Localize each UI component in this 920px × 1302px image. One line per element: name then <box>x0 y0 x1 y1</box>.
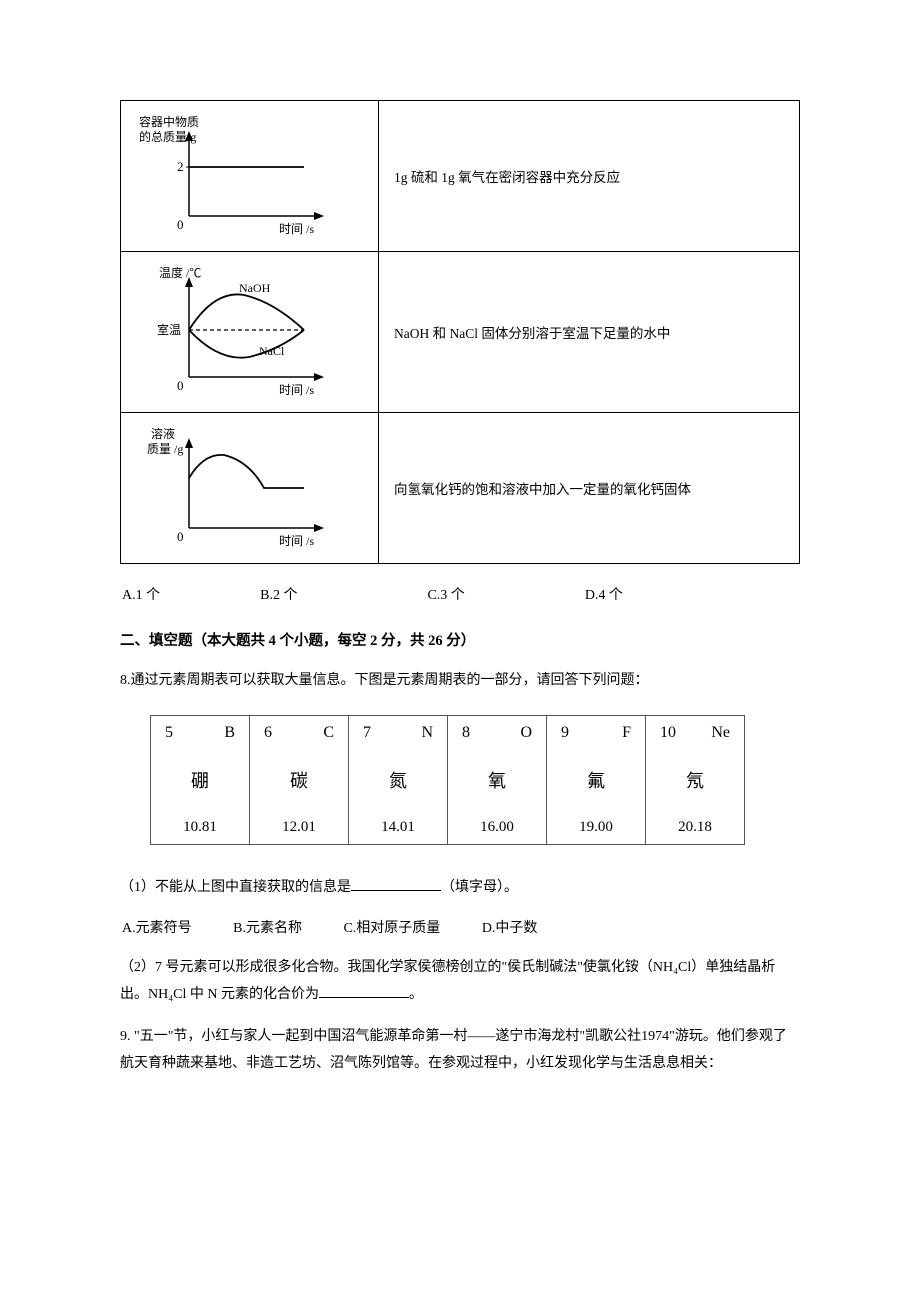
choice-c: C.相对原子质量 <box>343 917 440 937</box>
atomic-mass: 12.01 <box>282 819 316 836</box>
periodic-table-fragment: 5 B 硼 10.81 6 C 碳 12.01 7 N 氮 14.01 8 O 氧 16… <box>150 715 800 845</box>
atomic-number: 7 <box>363 724 371 742</box>
atomic-mass: 10.81 <box>183 819 217 836</box>
desc-cell-2: NaOH 和 NaCl 固体分别溶于室温下足量的水中 <box>379 252 800 413</box>
naoh-label: NaOH <box>239 281 271 295</box>
element-name: 硼 <box>191 767 209 793</box>
desc-cell-1: 1g 硫和 1g 氧气在密闭容器中充分反应 <box>379 101 800 252</box>
element-card: 7 N 氮 14.01 <box>348 715 448 845</box>
option-d: D.4 个 <box>585 584 623 604</box>
desc-text: 1g 硫和 1g 氧气在密闭容器中充分反应 <box>394 170 620 185</box>
atomic-mass: 19.00 <box>579 819 613 836</box>
ylabel: 温度 /℃ <box>159 265 201 280</box>
atomic-number: 8 <box>462 724 470 742</box>
graph-cell-1: 容器中物质 的总质量/g 2 0 时间 /s <box>121 101 379 252</box>
ylabel-1: 容器中物质 <box>139 114 199 129</box>
table-row: 容器中物质 的总质量/g 2 0 时间 /s 1g 硫和 1g 氧气在密闭 <box>121 101 800 252</box>
sub1-suffix: （填字母）。 <box>441 880 518 895</box>
option-a: A.1 个 <box>122 584 160 604</box>
question-8-sub2: （2）7 号元素可以形成很多化合物。我国化学家侯德榜创立的"侯氏制碱法"使氯化铵… <box>120 955 800 1008</box>
atomic-number: 5 <box>165 724 173 742</box>
element-card: 6 C 碳 12.01 <box>249 715 349 845</box>
sub1-prefix: （1）不能从上图中直接获取的信息是 <box>120 880 351 895</box>
xlabel: 时间 /s <box>279 534 314 548</box>
xlabel: 时间 /s <box>279 222 314 236</box>
question-8-text: 8.通过元素周期表可以获取大量信息。下图是元素周期表的一部分，请回答下列问题： <box>120 668 800 695</box>
element-name: 氟 <box>587 767 605 793</box>
atomic-number: 6 <box>264 724 272 742</box>
section-2-heading: 二、填空题（本大题共 4 个小题，每空 2 分，共 26 分） <box>120 629 800 650</box>
ytick-label: 室温 <box>157 322 181 337</box>
element-symbol: C <box>323 724 334 742</box>
graph-cell-3: 溶液 质量 /g 0 时间 /s <box>121 413 379 564</box>
table-row: 温度 /℃ 室温 NaOH NaCl 0 时间 / <box>121 252 800 413</box>
element-card: 5 B 硼 10.81 <box>150 715 250 845</box>
element-card: 9 F 氟 19.00 <box>546 715 646 845</box>
answer-options: A.1 个 B.2 个 C.3 个 D.4 个 <box>120 584 800 604</box>
element-name: 氮 <box>389 767 407 793</box>
question-9-text: 9. "五一"节，小红与家人一起到中国沼气能源革命第一村——遂宁市海龙村"凯歌公… <box>120 1024 800 1077</box>
mass-time-graph: 容器中物质 的总质量/g 2 0 时间 /s <box>129 111 349 241</box>
sub2-prefix: （2）7 号元素可以形成很多化合物。我国化学家侯德榜创立的"侯氏制碱法"使氯化铵… <box>120 960 775 1002</box>
atomic-number: 9 <box>561 724 569 742</box>
element-card: 8 O 氧 16.00 <box>447 715 547 845</box>
fill-blank <box>351 877 441 891</box>
atomic-mass: 14.01 <box>381 819 415 836</box>
element-symbol: F <box>622 724 631 742</box>
svg-text:0: 0 <box>177 378 184 393</box>
sub2-suffix: 。 <box>409 987 423 1002</box>
element-symbol: O <box>520 724 532 742</box>
table-row: 溶液 质量 /g 0 时间 /s 向氢氧化钙的饱和溶液中加入一定量的氧化钙固体 <box>121 413 800 564</box>
graph-cell-2: 温度 /℃ 室温 NaOH NaCl 0 时间 / <box>121 252 379 413</box>
desc-text: NaOH 和 NaCl 固体分别溶于室温下足量的水中 <box>394 326 670 341</box>
atomic-number: 10 <box>660 724 676 742</box>
graph-description-table: 容器中物质 的总质量/g 2 0 时间 /s 1g 硫和 1g 氧气在密闭 <box>120 100 800 564</box>
desc-text: 向氢氧化钙的饱和溶液中加入一定量的氧化钙固体 <box>394 482 691 497</box>
element-symbol: B <box>224 724 235 742</box>
element-card: 10 Ne 氖 20.18 <box>645 715 745 845</box>
element-name: 氖 <box>686 767 704 793</box>
choice-a: A.元素符号 <box>122 917 192 937</box>
option-c: C.3 个 <box>427 584 464 604</box>
choice-b: B.元素名称 <box>233 917 302 937</box>
question-8-sub1: （1）不能从上图中直接获取的信息是 （填字母）。 <box>120 875 800 902</box>
ytick-label: 2 <box>177 159 184 174</box>
atomic-mass: 16.00 <box>480 819 514 836</box>
q8-choices: A.元素符号 B.元素名称 C.相对原子质量 D.中子数 <box>120 917 800 937</box>
atomic-mass: 20.18 <box>678 819 712 836</box>
choice-d: D.中子数 <box>482 917 538 937</box>
svg-text:0: 0 <box>177 529 184 544</box>
option-b: B.2 个 <box>260 584 297 604</box>
desc-cell-3: 向氢氧化钙的饱和溶液中加入一定量的氧化钙固体 <box>379 413 800 564</box>
ylabel-1: 溶液 <box>151 426 175 441</box>
element-name: 氧 <box>488 767 506 793</box>
element-symbol: Ne <box>711 724 730 742</box>
temp-time-graph: 温度 /℃ 室温 NaOH NaCl 0 时间 / <box>129 262 349 402</box>
ylabel-2: 质量 /g <box>147 442 183 456</box>
element-name: 碳 <box>290 767 308 793</box>
xlabel: 时间 /s <box>279 383 314 397</box>
nacl-label: NaCl <box>259 344 285 358</box>
fill-blank <box>319 984 409 998</box>
element-symbol: N <box>421 724 433 742</box>
svg-text:0: 0 <box>177 217 184 232</box>
solution-mass-graph: 溶液 质量 /g 0 时间 /s <box>129 423 349 553</box>
